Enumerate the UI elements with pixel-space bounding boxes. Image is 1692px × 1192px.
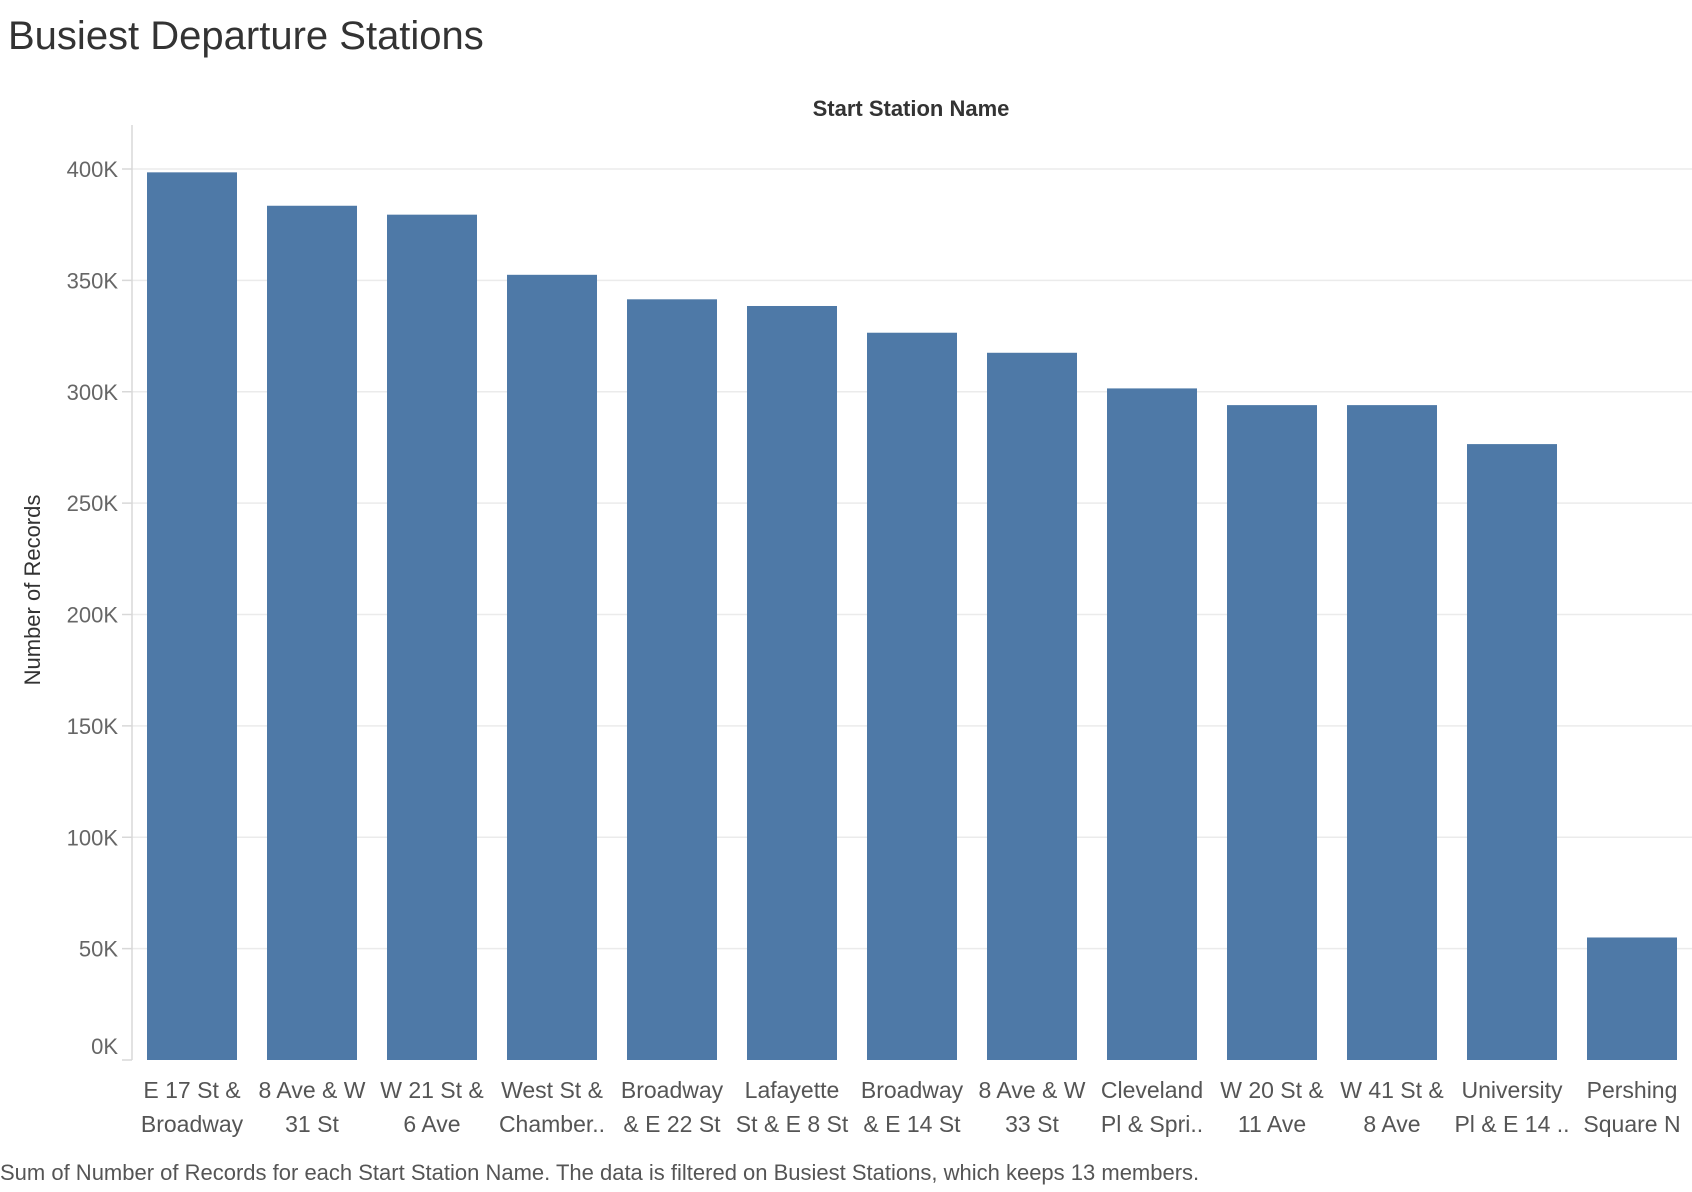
bar[interactable] bbox=[147, 172, 237, 1060]
bar[interactable] bbox=[867, 332, 957, 1060]
x-tick-label: Broadway bbox=[861, 1077, 964, 1103]
bar[interactable] bbox=[267, 205, 357, 1060]
x-tick-label: Pershing bbox=[1587, 1077, 1678, 1103]
x-tick-label: St & E 8 St bbox=[736, 1111, 849, 1137]
y-tick-label: 250K bbox=[67, 491, 119, 516]
bar[interactable] bbox=[987, 352, 1077, 1060]
x-tick-label: Square N bbox=[1583, 1111, 1680, 1137]
x-tick-label: W 20 St & bbox=[1220, 1077, 1324, 1103]
y-axis-ticks: 0K 50K 100K 150K 200K 250K 300K 350K 400K bbox=[67, 157, 132, 1061]
x-tick-label: 8 Ave & W bbox=[259, 1077, 366, 1103]
bar[interactable] bbox=[747, 305, 837, 1061]
chart-caption: Sum of Number of Records for each Start … bbox=[0, 1160, 1200, 1185]
x-axis-title: Start Station Name bbox=[813, 96, 1010, 121]
x-tick-label: Cleveland bbox=[1101, 1077, 1203, 1103]
x-tick-label: Pl & Spri.. bbox=[1101, 1111, 1203, 1137]
x-tick-label: & E 22 St bbox=[623, 1111, 721, 1137]
x-tick-label: E 17 St & bbox=[143, 1077, 240, 1103]
y-tick-label: 200K bbox=[67, 603, 119, 628]
bar[interactable] bbox=[627, 299, 717, 1061]
x-tick-label: West St & bbox=[501, 1077, 603, 1103]
y-axis-title: Number of Records bbox=[20, 495, 45, 686]
x-tick-label: 6 Ave bbox=[403, 1111, 460, 1137]
bar[interactable] bbox=[1347, 405, 1437, 1060]
x-tick-label: Broadway bbox=[141, 1111, 244, 1137]
x-tick-label: W 21 St & bbox=[380, 1077, 484, 1103]
x-tick-label: 8 Ave & W bbox=[979, 1077, 1086, 1103]
bar[interactable] bbox=[1227, 405, 1317, 1060]
x-tick-label: W 41 St & bbox=[1340, 1077, 1444, 1103]
y-tick-label: 0K bbox=[91, 1034, 118, 1059]
bars bbox=[147, 172, 1677, 1061]
x-tick-label: 31 St bbox=[285, 1111, 339, 1137]
bar[interactable] bbox=[1107, 388, 1197, 1060]
bar[interactable] bbox=[507, 274, 597, 1060]
bar[interactable] bbox=[1467, 444, 1557, 1060]
x-tick-label: Lafayette bbox=[745, 1077, 840, 1103]
x-tick-label: 33 St bbox=[1005, 1111, 1059, 1137]
x-tick-label: 11 Ave bbox=[1238, 1111, 1306, 1137]
y-tick-label: 50K bbox=[79, 937, 118, 962]
x-tick-label: University bbox=[1462, 1077, 1563, 1103]
bar-chart: Start Station Name Number of Records 0K 5… bbox=[20, 96, 1692, 1137]
x-tick-label: Broadway bbox=[621, 1077, 724, 1103]
y-tick-label: 400K bbox=[67, 157, 119, 182]
x-tick-label: Pl & E 14 .. bbox=[1454, 1111, 1569, 1137]
y-tick-label: 350K bbox=[67, 268, 119, 293]
chart-title: Busiest Departure Stations bbox=[8, 14, 484, 58]
bar[interactable] bbox=[387, 214, 477, 1060]
x-tick-label: 8 Ave bbox=[1363, 1111, 1420, 1137]
x-tick-label: & E 14 St bbox=[863, 1111, 961, 1137]
y-tick-label: 300K bbox=[67, 380, 119, 405]
x-axis-labels: E 17 St & Broadway 8 Ave & W 31 St W 21 St &… bbox=[141, 1077, 1681, 1137]
y-tick-label: 100K bbox=[67, 825, 119, 850]
bar[interactable] bbox=[1587, 937, 1677, 1060]
x-tick-label: Chamber.. bbox=[499, 1111, 605, 1137]
y-tick-label: 150K bbox=[67, 714, 119, 739]
